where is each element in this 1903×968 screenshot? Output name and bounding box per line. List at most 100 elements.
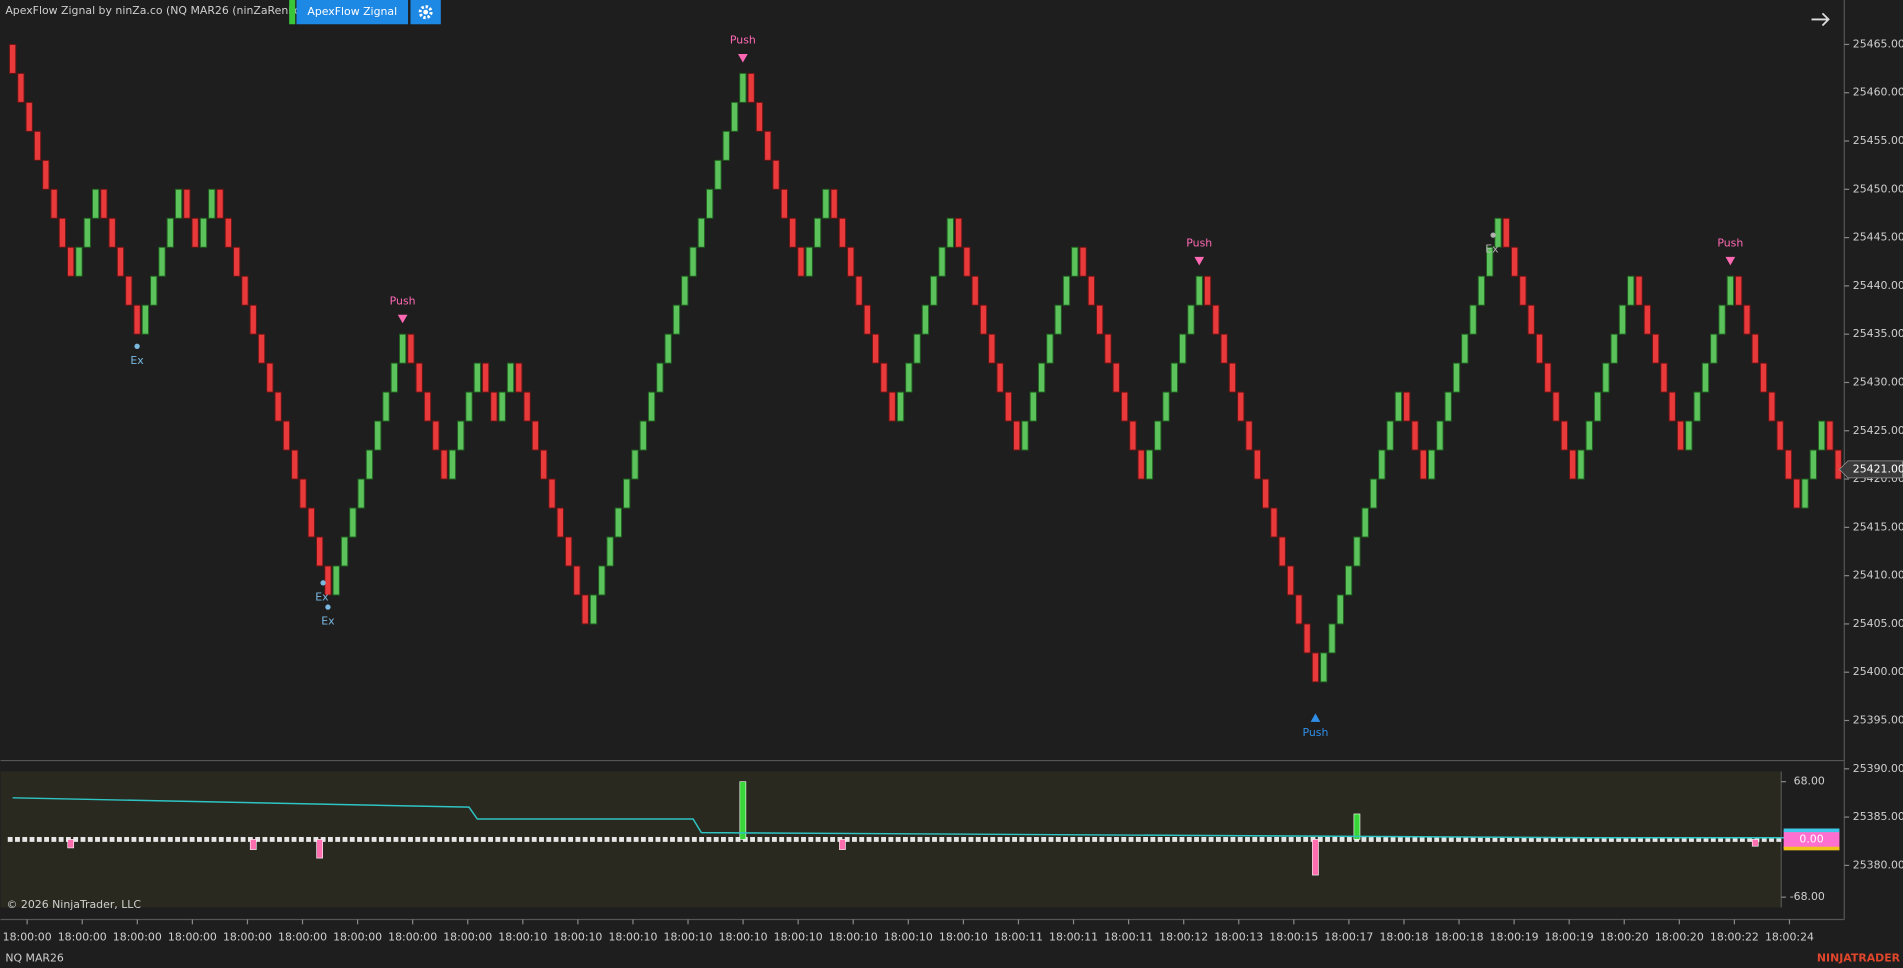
renko-brick [432, 420, 440, 451]
renko-brick [780, 188, 788, 219]
renko-brick [1710, 333, 1718, 364]
renko-brick [573, 565, 581, 596]
signal-marker [134, 343, 140, 349]
renko-brick [67, 246, 75, 277]
renko-brick [789, 217, 797, 248]
renko-brick [1270, 507, 1278, 538]
x-tick-label: 18:00:19 [1545, 931, 1594, 944]
renko-brick [1286, 565, 1295, 596]
bricks [8, 43, 1842, 683]
renko-brick [116, 246, 125, 277]
osc-value-label: 0.00 [1799, 832, 1823, 845]
renko-brick [1544, 362, 1552, 393]
renko-brick [1610, 333, 1618, 364]
indicator-button[interactable] [296, 0, 409, 25]
renko-brick [1004, 391, 1013, 422]
renko-brick [797, 246, 805, 277]
renko-brick [1676, 420, 1685, 451]
renko-brick [75, 246, 83, 277]
renko-brick [1685, 420, 1693, 451]
renko-brick [540, 449, 548, 480]
renko-brick [913, 333, 921, 364]
renko-brick [266, 362, 274, 393]
renko-brick [1411, 420, 1419, 451]
renko-brick [8, 43, 17, 74]
renko-brick [216, 188, 224, 219]
renko-brick [1361, 507, 1369, 538]
renko-brick [1759, 362, 1768, 393]
renko-brick [307, 507, 315, 538]
signal-label: Ex [321, 615, 335, 628]
renko-brick [1162, 391, 1170, 422]
x-tick-label: 18:00:10 [719, 931, 768, 944]
renko-brick [1809, 449, 1817, 480]
y-tick-label: 25380.00 [1853, 858, 1903, 871]
renko-brick [1112, 362, 1120, 393]
x-tick-label: 18:00:22 [1710, 931, 1759, 944]
renko-brick [1154, 420, 1162, 451]
renko-brick [1320, 652, 1328, 683]
renko-brick [1527, 304, 1535, 335]
renko-brick [357, 478, 365, 509]
renko-brick [1793, 478, 1801, 509]
renko-brick [1718, 304, 1726, 335]
renko-brick [33, 130, 42, 161]
renko-brick [880, 362, 888, 393]
osc-spike [249, 839, 257, 850]
renko-brick [1535, 333, 1544, 364]
osc-spike [1353, 813, 1361, 840]
x-tick-label: 18:00:13 [1214, 931, 1263, 944]
renko-brick [1519, 275, 1527, 306]
renko-brick [498, 391, 506, 422]
renko-brick [747, 72, 755, 103]
x-tick-label: 18:00:00 [223, 931, 272, 944]
signal-label: Push [1717, 236, 1743, 249]
osc-spike [316, 839, 323, 859]
renko-brick [1046, 333, 1054, 364]
renko-brick [208, 188, 216, 219]
renko-brick [556, 507, 564, 538]
x-tick-label: 18:00:11 [1104, 931, 1153, 944]
y-tick-label: 25460.00 [1853, 86, 1903, 99]
renko-brick [979, 304, 988, 335]
renko-brick [531, 420, 540, 451]
signal-label: Ex [1485, 243, 1499, 256]
collapse-arrow[interactable] [1811, 12, 1830, 27]
renko-brick [465, 391, 473, 422]
renko-brick [133, 304, 141, 335]
renko-brick [589, 594, 598, 625]
renko-brick [58, 217, 67, 248]
renko-brick [282, 420, 291, 451]
renko-brick [664, 333, 672, 364]
renko-brick [340, 536, 349, 567]
renko-brick [398, 333, 407, 364]
x-tick-label: 18:00:12 [1159, 931, 1208, 944]
osc-value-tag-bottom [1783, 846, 1840, 851]
renko-brick [1212, 304, 1220, 335]
renko-brick [1751, 333, 1759, 364]
renko-brick [515, 362, 523, 393]
renko-brick [407, 333, 415, 364]
renko-brick [1585, 420, 1593, 451]
renko-brick [1552, 391, 1560, 422]
renko-brick [473, 362, 481, 393]
renko-brick [1469, 304, 1477, 335]
x-tick-label: 18:00:00 [388, 931, 437, 944]
signal-label: Push [1302, 726, 1328, 739]
renko-brick [108, 217, 116, 248]
renko-brick [374, 420, 382, 451]
signal-marker [320, 580, 326, 586]
renko-brick [1627, 275, 1635, 306]
y-tick-label: 25465.00 [1853, 37, 1903, 50]
renko-brick [813, 217, 822, 248]
renko-brick [938, 246, 946, 277]
renko-brick [457, 420, 465, 451]
signal-marker [1194, 256, 1205, 266]
renko-brick [506, 362, 515, 393]
x-tick-label: 18:00:11 [1049, 931, 1098, 944]
renko-brick [1037, 362, 1046, 393]
renko-brick [1419, 449, 1427, 480]
renko-brick [1577, 449, 1585, 480]
renko-brick [706, 188, 714, 219]
x-tick-label: 18:00:15 [1269, 931, 1318, 944]
